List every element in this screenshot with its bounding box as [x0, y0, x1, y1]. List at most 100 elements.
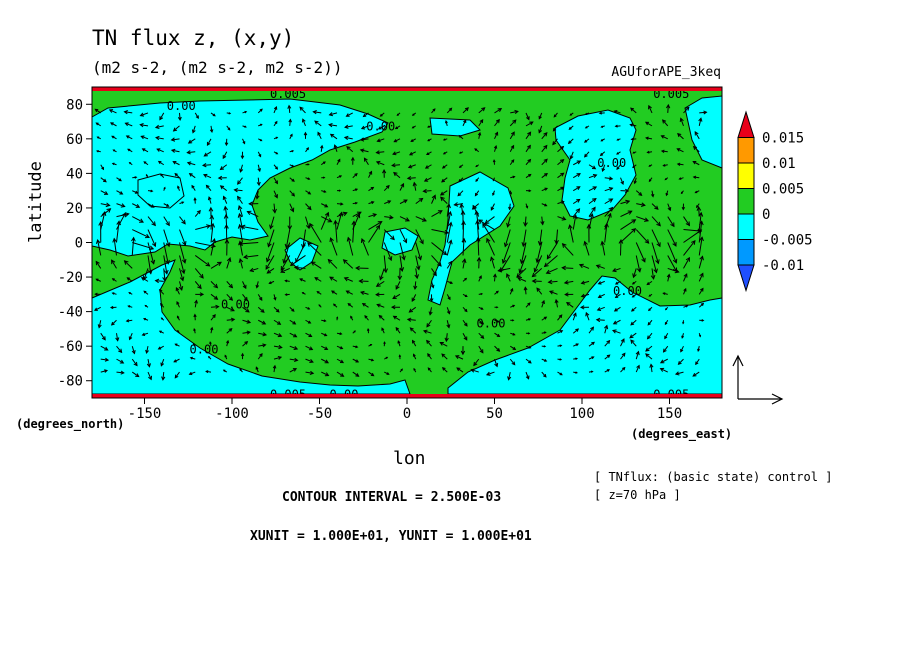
colorbar-bin	[737, 239, 755, 266]
vector-arrow-shaft	[194, 210, 201, 217]
vector-arrow	[517, 276, 527, 282]
vector-arrow	[219, 185, 228, 192]
vector-arrow-shaft	[426, 340, 432, 347]
vector-arrow	[406, 176, 416, 181]
vector-arrow-head	[448, 107, 453, 112]
vector-arrow-head	[361, 303, 366, 307]
vector-arrow-head	[584, 112, 588, 116]
vector-arrow-head	[215, 304, 220, 309]
vector-arrow	[458, 164, 464, 168]
vector-arrow-head	[124, 122, 129, 127]
vector-arrow	[568, 125, 574, 130]
vector-arrow-head	[323, 190, 327, 193]
vector-arrow	[361, 303, 369, 308]
vector-arrow-shaft	[383, 185, 390, 192]
vector-arrow-head	[507, 376, 512, 381]
vector-arrow	[493, 145, 498, 152]
vector-arrow-head	[272, 208, 277, 214]
vector-arrow-shaft	[604, 223, 608, 243]
vector-arrow-shaft	[334, 144, 338, 152]
vector-arrow	[258, 138, 263, 142]
vector-arrow	[179, 268, 185, 282]
vector-arrow-shaft	[379, 315, 385, 321]
vector-arrow	[131, 236, 136, 256]
vector-arrow-shaft	[395, 281, 401, 290]
vector-arrow-shaft	[125, 122, 133, 127]
vector-arrow-head	[446, 324, 451, 329]
vector-arrow	[189, 356, 196, 360]
vector-arrow	[222, 369, 228, 373]
colorbar-label: 0.015	[762, 131, 804, 147]
vector-arrow	[680, 190, 684, 195]
vector-arrow	[572, 312, 577, 321]
vector-arrow	[645, 353, 653, 360]
vector-arrow	[604, 324, 609, 334]
vector-arrow-head	[630, 339, 635, 344]
vector-arrow	[631, 293, 637, 298]
vector-arrow-head	[230, 307, 235, 312]
contour-label: 0.00	[167, 99, 196, 113]
vector-arrow	[192, 342, 196, 347]
vector-arrow-head	[614, 124, 618, 128]
vector-arrow-head	[422, 188, 427, 194]
vector-arrow	[289, 345, 299, 350]
vector-arrow	[379, 268, 385, 281]
vector-arrow	[525, 173, 532, 179]
vector-arrow-shaft	[415, 216, 427, 222]
vector-arrow	[177, 185, 180, 191]
vector-arrow-head	[592, 186, 598, 191]
vector-arrow	[305, 306, 311, 310]
vector-arrow	[441, 177, 448, 183]
vector-arrow-shaft	[588, 341, 595, 347]
vector-arrow	[222, 195, 228, 204]
vector-arrow-head	[206, 224, 212, 229]
vector-arrow-shaft	[572, 328, 579, 334]
vector-arrow-head	[159, 116, 164, 121]
vector-arrow-shaft	[392, 293, 401, 299]
vector-arrow-head	[644, 217, 650, 222]
vector-arrow	[143, 290, 149, 295]
vector-arrow-shaft	[635, 229, 650, 244]
vector-arrow-head	[527, 131, 532, 136]
vector-arrow-shaft	[343, 259, 354, 269]
vector-arrow-head	[559, 145, 565, 151]
vector-arrow-head	[625, 199, 631, 205]
vector-arrow	[409, 151, 416, 156]
vector-arrow	[422, 188, 432, 194]
vector-arrow	[541, 299, 545, 308]
vector-arrow-head	[528, 345, 532, 349]
vector-arrow-shaft	[604, 354, 610, 360]
vector-arrow-head	[210, 243, 216, 249]
vector-arrow	[431, 255, 442, 267]
vector-arrow-head	[552, 127, 557, 132]
vector-arrow-head	[645, 353, 650, 358]
vector-arrow-shaft	[314, 120, 322, 127]
vector-arrow	[186, 150, 196, 155]
vector-arrow	[163, 186, 166, 191]
vector-arrow-head	[458, 151, 462, 154]
vector-arrow-head	[240, 155, 245, 160]
vector-arrow	[614, 293, 621, 298]
vector-arrow-head	[448, 260, 453, 266]
vector-arrow	[147, 371, 153, 381]
vector-arrow	[446, 239, 453, 256]
vector-arrow	[362, 112, 369, 118]
vector-arrow-shaft	[588, 207, 596, 217]
vector-arrow-head	[182, 240, 187, 246]
vector-arrow-head	[396, 113, 400, 117]
vector-arrow-head	[428, 311, 433, 316]
vector-arrow	[95, 278, 101, 282]
vector-arrow-head	[350, 315, 353, 319]
vector-arrow-shaft	[257, 306, 265, 313]
vector-arrow-head	[527, 302, 531, 306]
vector-arrow-head	[191, 129, 196, 134]
vector-arrow-shaft	[414, 281, 417, 290]
vector-arrow-head	[203, 152, 208, 157]
vector-arrow-shaft	[698, 118, 702, 126]
vector-arrow	[659, 358, 668, 364]
vector-arrow	[352, 172, 358, 179]
vector-arrow-shaft	[352, 214, 360, 230]
vector-arrow-head	[102, 178, 107, 183]
vector-arrow	[506, 273, 511, 282]
vector-arrow	[273, 319, 282, 325]
